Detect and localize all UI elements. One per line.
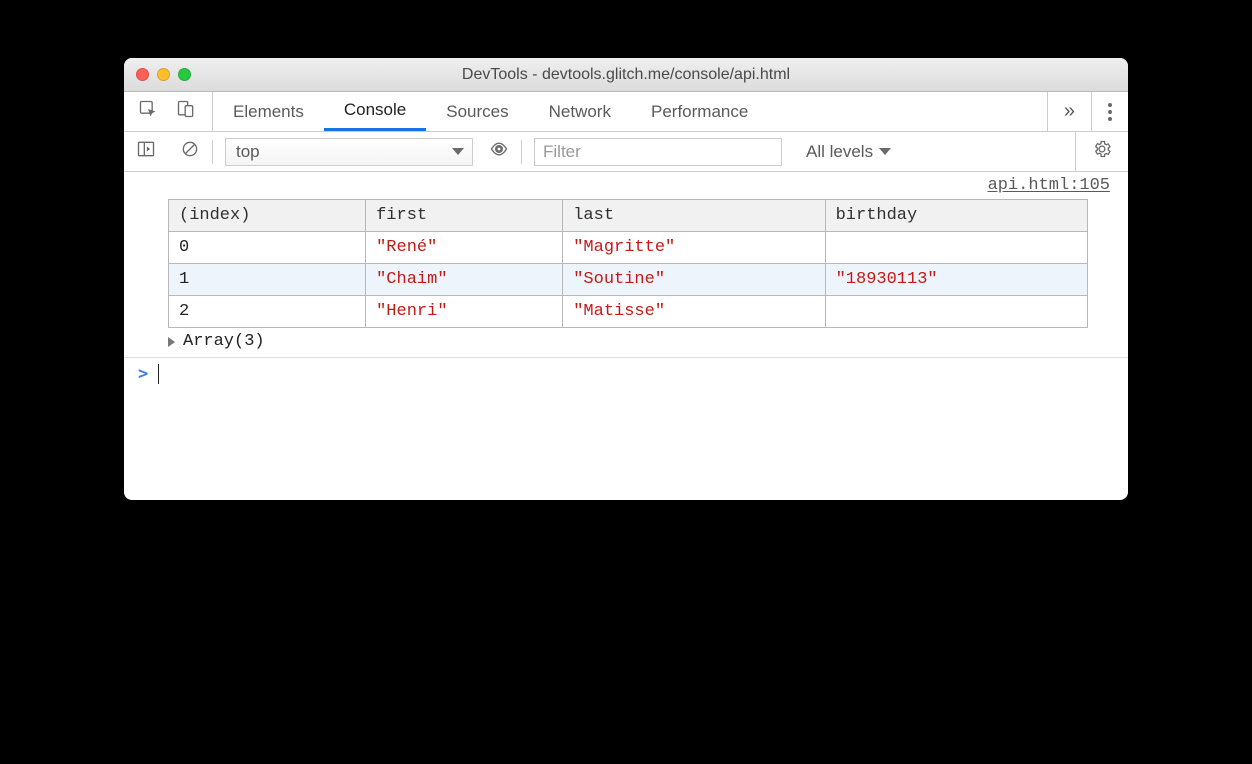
chevron-down-icon xyxy=(452,148,464,155)
console-table: (index) first last birthday 0 "René" "Ma… xyxy=(168,199,1088,328)
filter-placeholder: Filter xyxy=(543,142,581,162)
tabs-overflow-button[interactable]: » xyxy=(1047,92,1091,131)
col-first[interactable]: first xyxy=(366,200,563,232)
kebab-icon xyxy=(1108,103,1112,121)
console-settings-icon[interactable] xyxy=(1092,139,1112,164)
source-link[interactable]: api.html:105 xyxy=(124,172,1128,199)
cell-birthday: "18930113" xyxy=(825,264,1087,296)
log-levels-select[interactable]: All levels xyxy=(794,132,903,171)
levels-label: All levels xyxy=(806,142,873,162)
inspect-tools xyxy=(124,92,213,131)
text-cursor xyxy=(158,364,159,384)
inspect-element-icon[interactable] xyxy=(138,99,158,124)
chevron-down-icon xyxy=(879,148,891,155)
cell-last: "Magritte" xyxy=(563,232,825,264)
devtools-window: DevTools - devtools.glitch.me/console/ap… xyxy=(124,58,1128,500)
clear-console-icon[interactable] xyxy=(180,139,200,164)
col-birthday[interactable]: birthday xyxy=(825,200,1087,232)
context-selector[interactable]: top xyxy=(225,138,473,166)
cell-index: 0 xyxy=(169,232,366,264)
tab-network[interactable]: Network xyxy=(529,92,631,131)
console-toolbar: top Filter All levels xyxy=(124,132,1128,172)
window-title: DevTools - devtools.glitch.me/console/ap… xyxy=(136,66,1116,84)
context-value: top xyxy=(236,142,260,162)
traffic-lights xyxy=(136,68,191,81)
zoom-window-button[interactable] xyxy=(178,68,191,81)
device-toolbar-icon[interactable] xyxy=(176,99,196,124)
cell-last: "Matisse" xyxy=(563,296,825,328)
filter-input[interactable]: Filter xyxy=(534,138,782,166)
prompt-caret-icon: > xyxy=(138,364,148,384)
cell-birthday xyxy=(825,232,1087,264)
panel-tabs: Elements Console Sources Network Perform… xyxy=(213,92,768,131)
titlebar: DevTools - devtools.glitch.me/console/ap… xyxy=(124,58,1128,92)
array-summary-row[interactable]: Array(3) xyxy=(124,328,1128,357)
console-content: api.html:105 (index) first last birthday… xyxy=(124,172,1128,500)
cell-first: "René" xyxy=(366,232,563,264)
tab-sources[interactable]: Sources xyxy=(426,92,528,131)
cell-first: "Chaim" xyxy=(366,264,563,296)
console-table-wrap: (index) first last birthday 0 "René" "Ma… xyxy=(124,199,1128,328)
cell-first: "Henri" xyxy=(366,296,563,328)
empty-area xyxy=(124,390,1128,500)
col-index[interactable]: (index) xyxy=(169,200,366,232)
toggle-sidebar-icon[interactable] xyxy=(136,139,156,164)
cell-last: "Soutine" xyxy=(563,264,825,296)
panel-tabbar: Elements Console Sources Network Perform… xyxy=(124,92,1128,132)
console-prompt[interactable]: > xyxy=(124,357,1128,390)
main-menu-button[interactable] xyxy=(1091,92,1128,131)
table-header-row: (index) first last birthday xyxy=(169,200,1088,232)
cell-birthday xyxy=(825,296,1087,328)
minimize-window-button[interactable] xyxy=(157,68,170,81)
live-expression-icon[interactable] xyxy=(489,139,509,164)
array-summary-text: Array(3) xyxy=(183,332,265,351)
expand-triangle-icon xyxy=(168,337,175,347)
tab-performance[interactable]: Performance xyxy=(631,92,768,131)
tab-elements[interactable]: Elements xyxy=(213,92,324,131)
table-row: 1 "Chaim" "Soutine" "18930113" xyxy=(169,264,1088,296)
cell-index: 1 xyxy=(169,264,366,296)
close-window-button[interactable] xyxy=(136,68,149,81)
cell-index: 2 xyxy=(169,296,366,328)
table-row: 2 "Henri" "Matisse" xyxy=(169,296,1088,328)
table-row: 0 "René" "Magritte" xyxy=(169,232,1088,264)
tab-console[interactable]: Console xyxy=(324,92,426,131)
col-last[interactable]: last xyxy=(563,200,825,232)
